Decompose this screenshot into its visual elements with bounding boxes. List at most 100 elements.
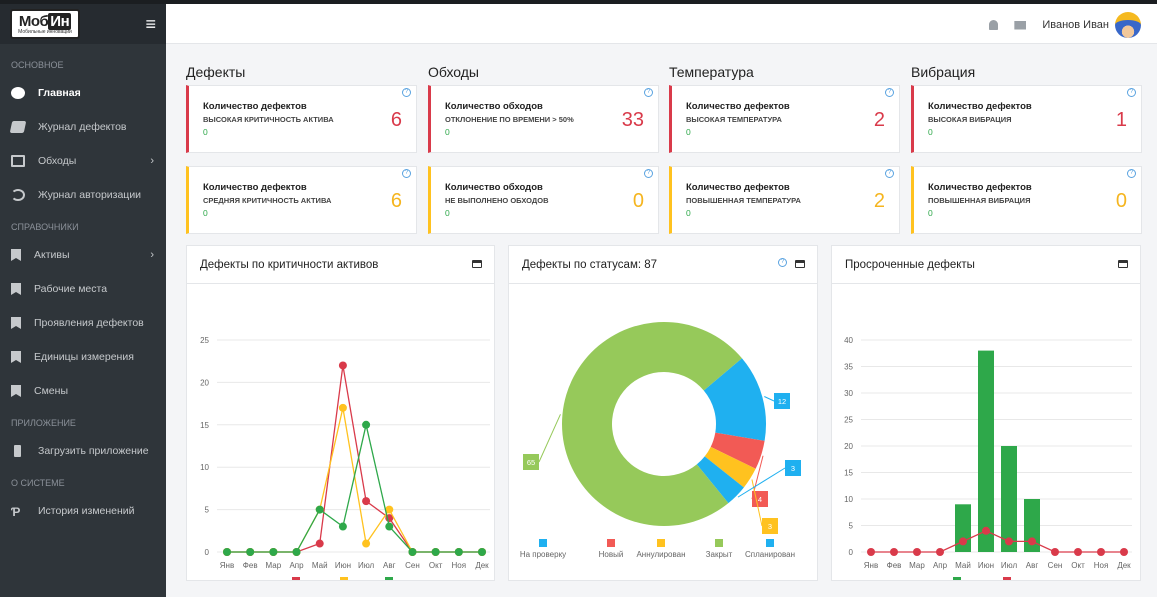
help-icon[interactable]: ? xyxy=(885,169,894,178)
data-point xyxy=(1005,537,1013,546)
logo-text-a: Моб xyxy=(18,12,49,30)
panel-title: Дефекты по статусам: 87 xyxy=(522,258,658,271)
help-icon[interactable]: ? xyxy=(402,88,411,97)
data-label-box xyxy=(785,460,801,476)
kpi-subtitle: НЕ ВЫПОЛНЕНО ОБХОДОВ xyxy=(445,196,549,205)
x-tick-label: Апр xyxy=(289,561,304,570)
data-point xyxy=(338,361,347,370)
bookmark-icon xyxy=(11,249,21,261)
kpi-title: Количество дефектов xyxy=(928,101,1032,112)
sidebar-item-defect-manifestations[interactable]: Проявления дефектов xyxy=(0,306,166,340)
legend-swatch xyxy=(715,539,723,547)
help-icon[interactable]: ? xyxy=(1127,169,1136,178)
y-tick-label: 35 xyxy=(844,363,853,372)
help-icon[interactable]: ? xyxy=(1127,88,1136,97)
window-icon[interactable] xyxy=(1118,260,1128,268)
sidebar-item-defect-journal[interactable]: Журнал дефектов xyxy=(0,110,166,144)
kpi-delta: 0 xyxy=(928,127,933,137)
y-tick-label: 10 xyxy=(844,495,853,504)
data-point xyxy=(982,526,990,535)
kpi-card[interactable]: ? Количество обходов НЕ ВЫПОЛНЕНО ОБХОДОВ 0… xyxy=(428,166,659,234)
sidebar-item-label: Рабочие места xyxy=(34,283,108,295)
data-point xyxy=(338,522,347,531)
logo[interactable]: Моб Ин Мобильные инновации xyxy=(10,9,80,39)
data-point xyxy=(338,403,347,412)
window-icon[interactable] xyxy=(472,260,482,268)
kpi-subtitle: ПОВЫШЕННАЯ ВИБРАЦИЯ xyxy=(928,196,1031,205)
kpi-card[interactable]: ? Количество дефектов ПОВЫШЕННАЯ ВИБРАЦИЯ 0… xyxy=(911,166,1142,234)
kpi-value: 1 xyxy=(1115,109,1127,131)
kpi-value: 33 xyxy=(621,109,644,131)
sidebar-item-changelog[interactable]: Ƥ История изменений xyxy=(0,494,166,528)
data-point xyxy=(269,548,278,556)
section-system: О СИСТЕМЕ xyxy=(11,478,65,488)
hamburger-menu-icon[interactable]: ≡ xyxy=(145,14,156,34)
sidebar-item-shifts[interactable]: Смены xyxy=(0,374,166,408)
column-title-vibration: Вибрация xyxy=(911,64,976,80)
kpi-title: Количество дефектов xyxy=(686,182,790,193)
donut-slice xyxy=(704,446,756,488)
help-icon[interactable]: ? xyxy=(644,88,653,97)
bar-chart: 0 5 10 15 20 25 30 35 40 Янв Фев Мар Апр Май Июн Июл Авг… xyxy=(844,336,1132,597)
y-tick-label: 20 xyxy=(844,442,853,451)
help-icon[interactable]: ? xyxy=(778,258,787,267)
sidebar-item-units[interactable]: Единицы измерения xyxy=(0,340,166,374)
sidebar-item-rounds[interactable]: Обходы › xyxy=(0,144,166,178)
panel-title: Просроченные дефекты xyxy=(845,258,975,271)
sidebar-item-workplaces[interactable]: Рабочие места xyxy=(0,272,166,306)
phone-icon xyxy=(14,445,21,457)
kpi-delta: 0 xyxy=(928,208,933,218)
legend-swatch xyxy=(1003,577,1011,585)
x-tick-label: Июн xyxy=(978,561,994,570)
kpi-card[interactable]: ? Количество дефектов ВЫСОКАЯ КРИТИЧНОСТЬ … xyxy=(186,85,417,153)
window-icon[interactable] xyxy=(795,260,805,268)
help-icon[interactable]: ? xyxy=(644,169,653,178)
kpi-title: Количество дефектов xyxy=(203,182,307,193)
x-tick-label: Фев xyxy=(243,561,258,570)
help-icon[interactable]: ? xyxy=(402,169,411,178)
x-tick-label: Янв xyxy=(220,561,234,570)
sidebar-item-auth-journal[interactable]: Журнал авторизации xyxy=(0,178,166,212)
series-line xyxy=(227,365,482,553)
user-name[interactable]: Иванов Иван xyxy=(1042,19,1109,31)
avatar[interactable] xyxy=(1115,12,1141,38)
x-tick-label: Мар xyxy=(266,561,282,570)
list-icon xyxy=(11,155,25,167)
sidebar-item-label: Проявления дефектов xyxy=(34,317,144,329)
sidebar-item-label: История изменений xyxy=(38,505,135,517)
sidebar-item-home[interactable]: Главная xyxy=(0,76,166,110)
kpi-title: Количество дефектов xyxy=(203,101,307,112)
series-line xyxy=(227,424,482,553)
leader-line xyxy=(764,396,775,402)
section-app: ПРИЛОЖЕНИЕ xyxy=(11,418,76,428)
panel-overdue-defects: Просроченные дефекты 0 5 10 15 20 25 30 35 40 Янв… xyxy=(831,245,1141,597)
data-point xyxy=(385,522,394,531)
column-title-rounds: Обходы xyxy=(428,64,479,80)
leader-line xyxy=(538,414,561,463)
sidebar-item-download-app[interactable]: Загрузить приложение xyxy=(0,434,166,468)
bell-icon[interactable] xyxy=(989,20,999,30)
y-tick-label: 25 xyxy=(200,336,209,345)
x-tick-label: Авг xyxy=(383,561,396,570)
kpi-card[interactable]: ? Количество дефектов ПОВЫШЕННАЯ ТЕМПЕРАТУ… xyxy=(669,166,900,234)
data-label-box xyxy=(774,393,790,409)
kpi-card[interactable]: ? Количество дефектов СРЕДНЯЯ КРИТИЧНОСТЬ … xyxy=(186,166,417,234)
help-icon[interactable]: ? xyxy=(885,88,894,97)
y-tick-label: 0 xyxy=(205,548,210,557)
kpi-value: 6 xyxy=(390,109,402,131)
data-point xyxy=(315,539,324,548)
data-label: 12 xyxy=(778,397,786,406)
data-label-box xyxy=(752,491,768,507)
legend-swatch xyxy=(766,539,774,547)
mail-icon[interactable] xyxy=(1014,20,1027,30)
data-label: 3 xyxy=(791,464,795,473)
x-tick-label: Май xyxy=(312,561,328,570)
bar xyxy=(1024,499,1040,552)
kpi-card[interactable]: ? Количество обходов ОТКЛОНЕНИЕ ПО ВРЕМЕНИ… xyxy=(428,85,659,153)
sidebar-item-assets[interactable]: Активы › xyxy=(0,238,166,272)
x-tick-label: Фев xyxy=(887,561,902,570)
kpi-delta: 0 xyxy=(686,208,691,218)
kpi-card[interactable]: ? Количество дефектов ВЫСОКАЯ ВИБРАЦИЯ 0 1 xyxy=(911,85,1142,153)
data-point xyxy=(454,548,463,556)
kpi-card[interactable]: ? Количество дефектов ВЫСОКАЯ ТЕМПЕРАТУРА 0… xyxy=(669,85,900,153)
